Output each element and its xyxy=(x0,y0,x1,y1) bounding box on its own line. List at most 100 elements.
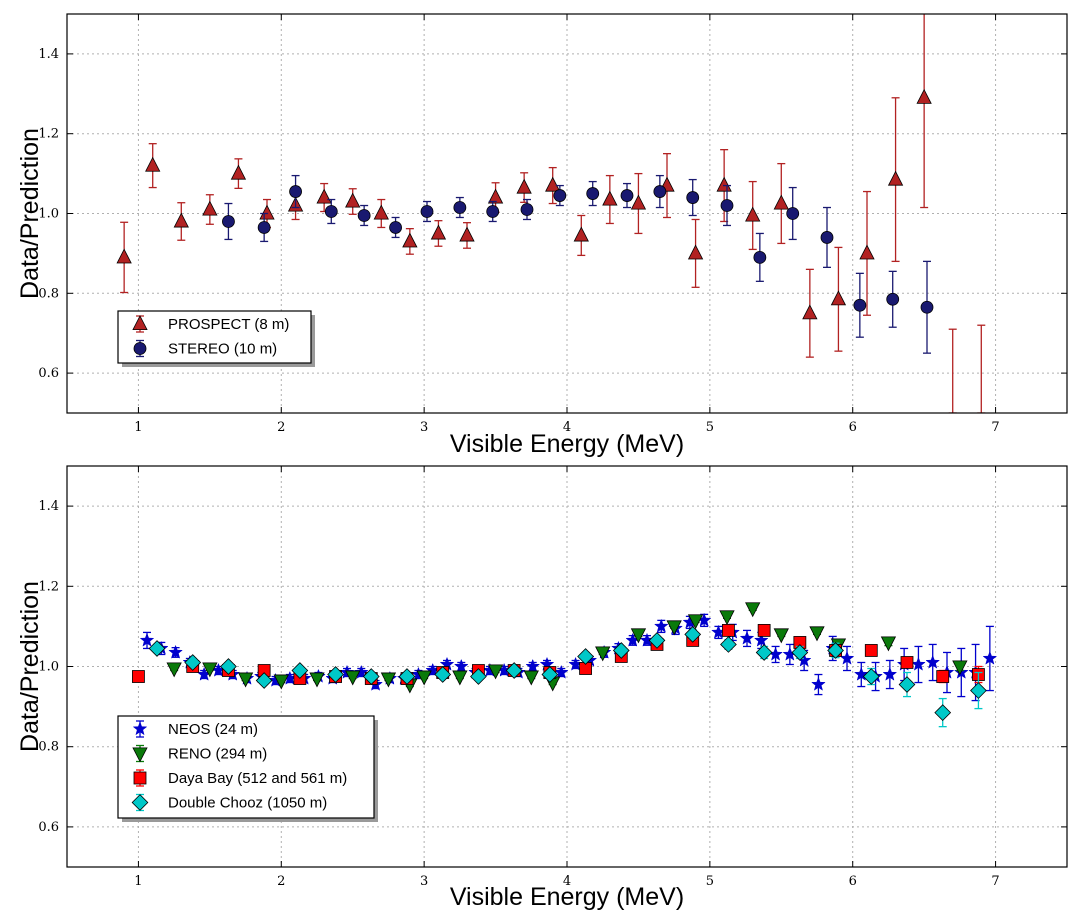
grid-lines xyxy=(67,14,1067,413)
data-point xyxy=(982,650,998,665)
data-point xyxy=(653,185,667,198)
data-point xyxy=(324,205,338,218)
y-axis-label: Data/Prediction xyxy=(16,128,44,299)
chart-panel-2: 1 2 3 4 5 6 7 0.6 0.8 1.0 1.2 1.4 Visible Energy (Me… xyxy=(16,465,1068,911)
data-point xyxy=(859,244,875,260)
data-point xyxy=(827,642,844,659)
x-tick-label: 4 xyxy=(563,420,571,435)
data-point xyxy=(486,205,500,218)
data-point xyxy=(345,670,361,686)
x-tick-label: 3 xyxy=(420,874,428,889)
data-point xyxy=(453,658,469,673)
legend-marker xyxy=(132,315,148,331)
data-point xyxy=(687,244,704,260)
data-point xyxy=(402,232,418,248)
legend: PROSPECT (8 m) STEREO (10 m) xyxy=(117,310,315,367)
data-point xyxy=(145,156,161,172)
data-point xyxy=(882,666,898,681)
data-point xyxy=(887,170,904,186)
legend-marker xyxy=(133,771,147,785)
data-point xyxy=(830,290,847,306)
x-tick-label: 2 xyxy=(277,874,285,889)
x-tick-label: 4 xyxy=(563,874,571,889)
y-tick-label: 0.6 xyxy=(38,366,59,381)
data-point xyxy=(173,212,189,228)
data-point xyxy=(900,656,914,669)
data-point xyxy=(820,231,834,244)
data-point xyxy=(757,624,771,637)
data-point xyxy=(309,672,325,688)
y-tick-label: 1.0 xyxy=(38,660,59,675)
y-tick-label: 1.2 xyxy=(38,579,59,594)
data-point xyxy=(327,666,344,683)
series-double-chooz-1050-m xyxy=(148,626,987,728)
legend-marker xyxy=(133,342,147,355)
y-tick-label: 1.0 xyxy=(38,207,59,222)
x-tick-label: 7 xyxy=(991,874,999,889)
data-point xyxy=(184,654,202,671)
data-point xyxy=(934,704,952,721)
data-point xyxy=(687,614,704,630)
data-point xyxy=(523,670,539,686)
data-point xyxy=(684,626,702,643)
plot-frame xyxy=(66,13,1068,414)
data-point xyxy=(389,221,402,234)
data-point xyxy=(648,632,666,649)
data-point xyxy=(753,632,769,647)
y-tick-label: 0.6 xyxy=(38,820,59,835)
data-point xyxy=(222,215,235,228)
data-point xyxy=(620,189,634,202)
data-point xyxy=(809,626,825,642)
data-point xyxy=(316,188,332,204)
series-neos-24-m xyxy=(139,612,998,702)
data-point xyxy=(357,209,371,222)
data-point xyxy=(380,672,397,688)
x-tick-label: 5 xyxy=(706,420,714,435)
data-point xyxy=(470,668,487,685)
data-point xyxy=(862,668,880,685)
data-point xyxy=(516,178,532,194)
data-point xyxy=(773,628,789,644)
data-point xyxy=(255,672,273,689)
data-point xyxy=(398,668,416,685)
data-point xyxy=(430,224,447,240)
data-point xyxy=(786,207,800,220)
data-point xyxy=(773,194,789,210)
data-point xyxy=(525,658,541,673)
series-stereo-10-m xyxy=(222,174,934,354)
data-point xyxy=(453,201,467,214)
data-point xyxy=(602,190,618,206)
data-point xyxy=(541,666,559,683)
data-point xyxy=(745,206,761,222)
data-point xyxy=(898,676,916,693)
data-point xyxy=(753,250,767,264)
data-point xyxy=(612,642,630,659)
data-point xyxy=(202,200,218,216)
legend-marker xyxy=(132,721,148,736)
data-point xyxy=(811,676,826,691)
data-point xyxy=(353,664,369,679)
data-point xyxy=(577,648,594,665)
data-point xyxy=(291,662,309,679)
data-point xyxy=(916,88,932,104)
data-point xyxy=(202,662,218,678)
data-point xyxy=(139,632,155,647)
x-tick-label: 6 xyxy=(849,874,857,889)
legend: NEOS (24 m) RENO (294 m) Daya Bay (512 and… xyxy=(117,715,378,822)
data-point xyxy=(802,304,818,320)
data-point xyxy=(345,192,361,208)
data-point xyxy=(148,640,166,657)
x-axis-label: Visible Energy (MeV) xyxy=(450,430,684,458)
data-point xyxy=(459,226,475,242)
data-point xyxy=(716,176,732,192)
data-point xyxy=(653,618,669,633)
data-point xyxy=(739,630,755,645)
legend-label: Daya Bay (512 and 561 m) xyxy=(168,770,347,787)
data-point xyxy=(259,204,275,220)
data-point xyxy=(289,185,302,198)
data-point xyxy=(487,188,504,204)
chart-panel-1: 1 2 3 4 5 6 7 0.6 0.8 1.0 1.2 1.4 Visible Energy (Me… xyxy=(16,13,1068,458)
data-point xyxy=(520,203,534,216)
